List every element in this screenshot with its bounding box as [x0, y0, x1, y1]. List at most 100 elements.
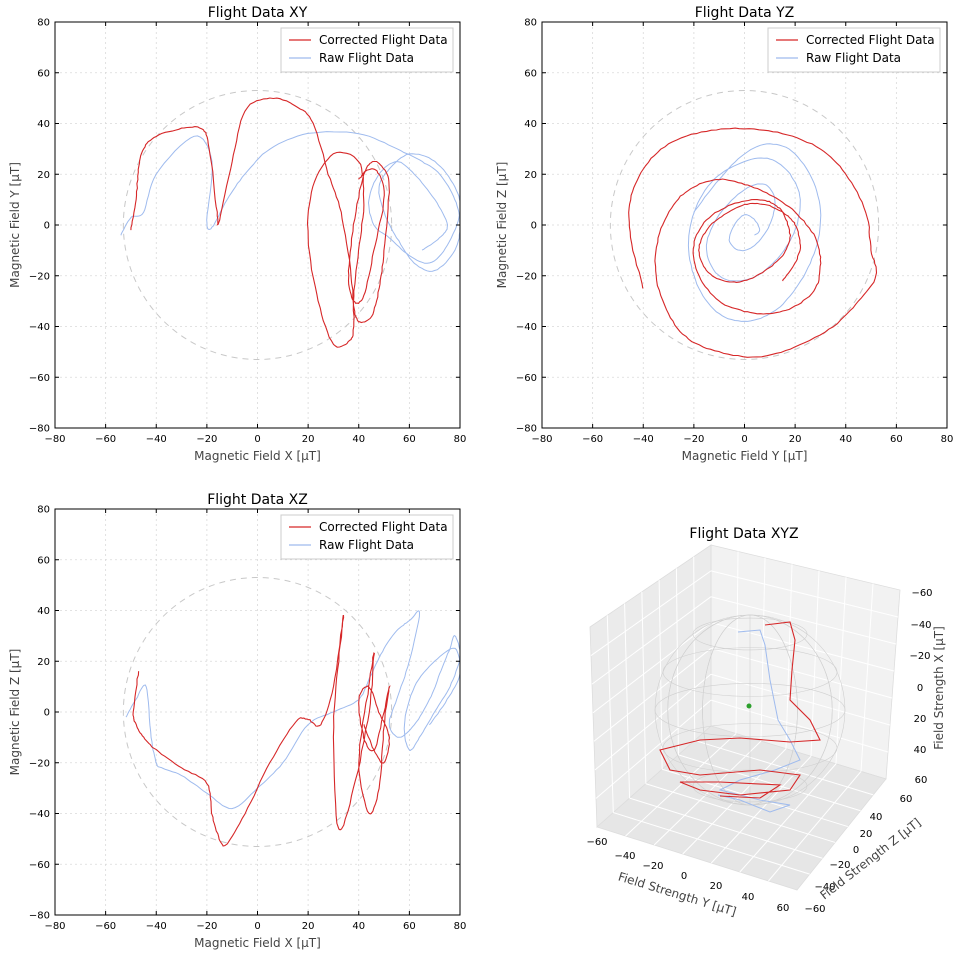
chart-xz: −80 −60 −40 −20 0 20 40 60 80 −80 −60 −40 −20 0 20 40 60…	[8, 492, 466, 950]
y3d-tick-label: 40	[742, 892, 755, 903]
y-tick-label: −40	[29, 809, 50, 820]
grid-line-3d	[739, 763, 837, 873]
z3d-tick-label: −20	[829, 860, 850, 871]
origin-marker	[746, 703, 752, 709]
z3d-tick-label: 0	[853, 845, 859, 856]
y-tick-label: 80	[37, 18, 50, 29]
y-tick-label: −80	[29, 911, 50, 922]
x-axis-label: Magnetic Field Y [μT]	[682, 449, 808, 463]
y3d-tick-label: −40	[614, 851, 635, 862]
grid-line-3d	[591, 596, 712, 685]
reference-sphere-parallel	[662, 723, 838, 773]
reference-circle	[609, 90, 880, 360]
grid-line-3d	[693, 556, 696, 741]
y-tick-label: 0	[531, 221, 537, 232]
x-tick-label: 0	[741, 434, 747, 445]
legend-entry: Raw Flight Data	[319, 51, 414, 65]
x3d-tick-label: 0	[917, 683, 923, 694]
series-raw-line-3d	[717, 629, 801, 813]
x-tick-label: 80	[941, 434, 954, 445]
grid-line-3d	[694, 739, 874, 796]
y-tick-label: 80	[37, 505, 50, 516]
grid-line-3d	[645, 783, 836, 843]
z3d-tick-label: 20	[860, 829, 873, 840]
x-tick-label: 60	[403, 921, 416, 932]
x-tick-label: −20	[196, 434, 217, 445]
x-tick-label: −80	[44, 434, 65, 445]
chart-title: Flight Data XY	[208, 5, 308, 21]
y-tick-label: 60	[37, 555, 50, 566]
x-tick-label: 20	[302, 434, 315, 445]
y-tick-label: −20	[516, 271, 537, 282]
grid-line-3d	[593, 648, 712, 742]
x-tick-label: −80	[44, 921, 65, 932]
y-axis-label: Magnetic Field Z [μT]	[8, 649, 22, 776]
grid-line-3d	[613, 812, 810, 875]
chart-title: Flight Data XYZ	[689, 526, 798, 542]
x-tick-label: −20	[683, 434, 704, 445]
x-axis-label: Magnetic Field X [μT]	[194, 449, 321, 463]
grid-line-3d	[592, 622, 712, 714]
legend: Corrected Flight Data Raw Flight Data	[280, 27, 454, 73]
series-corrected-line	[628, 127, 878, 358]
grid-line-3d	[653, 740, 762, 846]
grid-line-3d	[710, 596, 897, 645]
x3d-tick-label: −60	[911, 588, 932, 599]
grid-line-3d	[675, 568, 679, 755]
y-tick-label: −40	[29, 322, 50, 333]
grid-line-3d	[595, 699, 712, 799]
y-tick-label: 40	[37, 606, 50, 617]
z3d-tick-label: −40	[814, 882, 835, 893]
x-tick-label: −20	[196, 921, 217, 932]
legend-entry: Corrected Flight Data	[806, 33, 935, 47]
y-tick-label: 60	[524, 68, 537, 79]
y-tick-label: 20	[37, 657, 50, 668]
y-tick-label: −40	[516, 322, 537, 333]
y3d-tick-label: 20	[710, 881, 723, 892]
y-tick-label: −20	[29, 271, 50, 282]
y-tick-label: 20	[524, 170, 537, 181]
grid-line-3d	[629, 797, 823, 859]
x-tick-label: 60	[890, 434, 903, 445]
y3d-tick-label: −20	[642, 861, 663, 872]
y-tick-label: −80	[29, 424, 50, 435]
series-corrected-line	[130, 97, 390, 348]
chart-xy: −80 −60 −40 −20 0 20 40 60 80 −80 −60 −40 −20 0 20 40 60…	[8, 5, 466, 463]
x3d-tick-label: 20	[914, 714, 927, 725]
y-tick-label: −60	[29, 373, 50, 384]
x-tick-label: −40	[146, 921, 167, 932]
grid-line-3d	[710, 570, 899, 618]
x-tick-label: 80	[454, 921, 467, 932]
y3d-tick-label: −60	[586, 837, 607, 848]
reference-sphere-meridian	[667, 614, 833, 806]
series-corrected-line	[132, 615, 391, 847]
grid-line-3d	[658, 580, 663, 770]
reference-circle	[122, 90, 393, 360]
y-tick-label: −60	[516, 373, 537, 384]
grid-line-3d	[678, 754, 861, 812]
x-tick-label: −40	[633, 434, 654, 445]
x-tick-label: 20	[789, 434, 802, 445]
x-axis-label: Magnetic Field X [μT]	[194, 936, 321, 950]
grid-line-3d	[624, 603, 631, 799]
x3d-tick-label: 40	[914, 745, 927, 756]
y-tick-label: 0	[44, 708, 50, 719]
y-tick-label: −20	[29, 758, 50, 769]
x3d-axis-label: Field Strength Y [μT]	[616, 870, 737, 919]
z3d-tick-label: 40	[870, 812, 883, 823]
grid-line-3d	[710, 622, 895, 672]
legend-entry: Raw Flight Data	[319, 538, 414, 552]
x-tick-label: 40	[839, 434, 852, 445]
x3d-tick-label: −40	[910, 620, 931, 631]
grid-line-3d	[625, 733, 737, 837]
x-tick-label: −60	[95, 921, 116, 932]
y-tick-label: −60	[29, 860, 50, 871]
x-tick-label: −80	[531, 434, 552, 445]
chart-yz: −80 −60 −40 −20 0 20 40 60 80 −80 −60 −40 −20 0 20 40 60…	[495, 5, 953, 463]
grid-line-3d	[860, 583, 874, 772]
series-corrected-line-3d	[659, 621, 821, 799]
grid-line-3d	[641, 591, 647, 784]
x-tick-label: 20	[302, 921, 315, 932]
